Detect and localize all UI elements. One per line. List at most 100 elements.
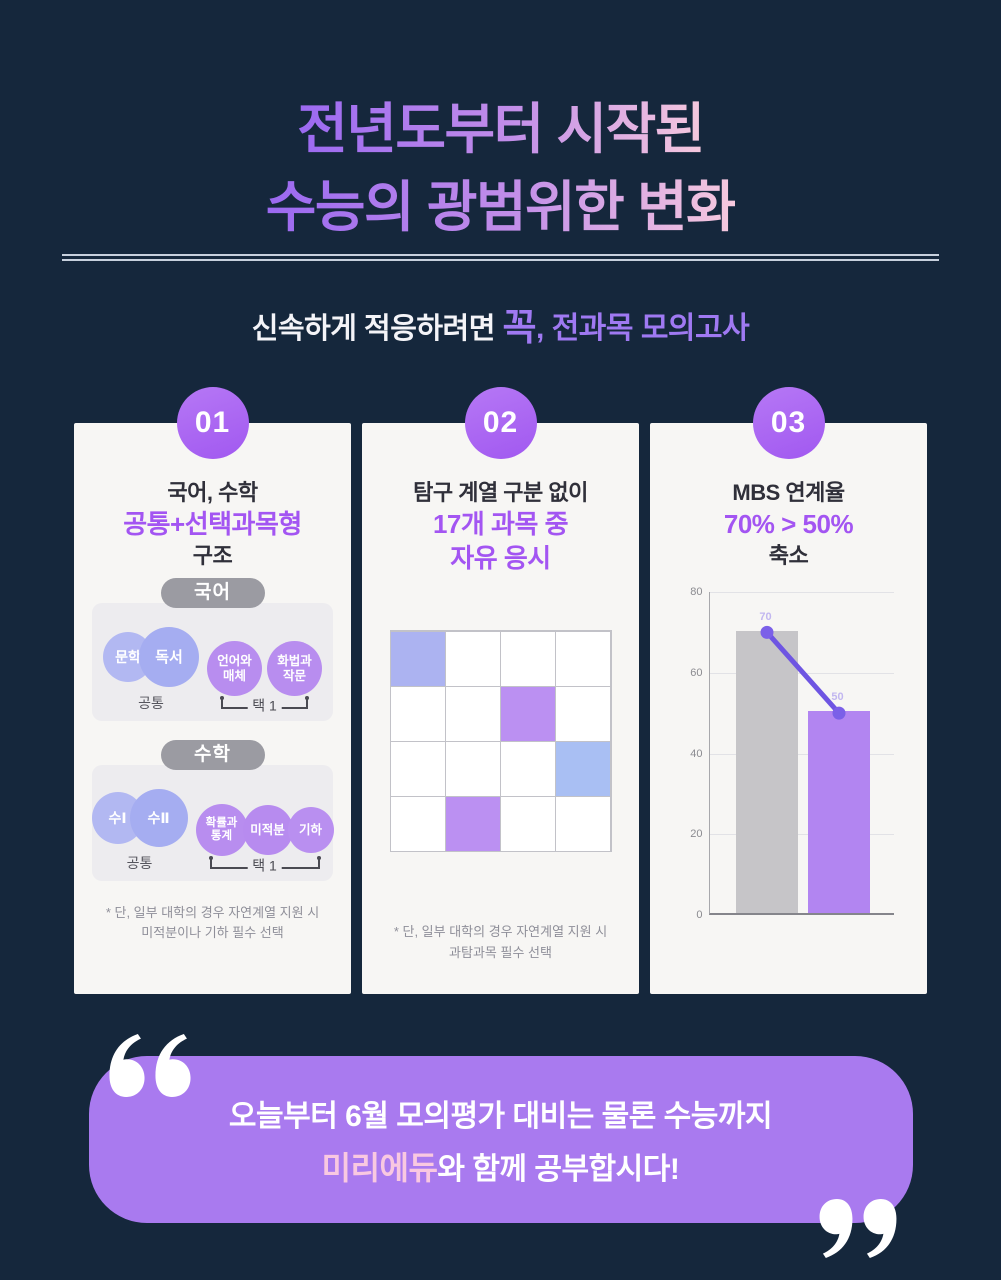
circles: 수Ⅰ 수Ⅱ <box>91 789 188 848</box>
data-label: 50 <box>831 691 844 704</box>
card2-title-top: 탐구 계열 구분 없이 <box>413 480 588 506</box>
circle-label: 기하 <box>298 822 322 837</box>
header: 전년도부터 시작된 수능의 광범위한 변화 신속하게 적응하려면 꼭, 전과목 모… <box>0 0 1001 351</box>
chart-plot <box>708 592 894 916</box>
circles: 언어와 매체 화법과 작문 <box>207 641 322 697</box>
grid-cell <box>390 630 446 687</box>
chart-gridline <box>709 592 894 594</box>
circle-label: 문학 <box>115 649 141 666</box>
choice-bracket: 택 1 <box>208 855 321 876</box>
choice-label: 택 1 <box>247 855 282 876</box>
card-subject-structure: 01 국어, 수학 공통+선택과목형 구조 국어 문학 독서 공통 언어와 매체 화법과 작문… <box>74 387 351 995</box>
subject-circle: 수Ⅱ <box>129 789 188 848</box>
open-quote-icon <box>107 1034 193 1098</box>
page-title: 전년도부터 시작된 수능의 광범위한 변화 <box>0 90 1001 246</box>
group-choice: 언어와 매체 화법과 작문 택 1 <box>207 641 322 716</box>
card2-footnote-line2: 과탐과목 필수 선택 <box>449 944 552 960</box>
card3-title-top: MBS 연계율 <box>732 480 845 506</box>
brand-name: 미리에듀 <box>321 1149 438 1186</box>
grid-cell <box>445 685 501 742</box>
subject-circle: 확률과 통계 <box>195 804 248 857</box>
card-mbs-chart: 03 MBS 연계율 70% > 50% 축소 0 20 40 60 80 70 50 <box>650 387 927 995</box>
banner-line1: 오늘부터 6월 모의평가 대비는 물론 수능까지 <box>228 1099 773 1133</box>
card1-title-bottom: 구조 <box>192 542 233 568</box>
y-axis-tick: 80 <box>690 586 703 599</box>
close-quote-icon <box>817 1198 899 1259</box>
grid-cell <box>500 740 556 797</box>
grid-cell <box>445 795 501 852</box>
subject-section-수학: 수학 수Ⅰ 수Ⅱ 공통 확률과 통계 미적분 기하 택 1 <box>91 740 334 882</box>
chart-bar <box>807 711 870 914</box>
badge-01: 01 <box>176 387 249 460</box>
card1-footnote-line1: * 단, 일부 대학의 경우 자연계열 지원 시 <box>105 905 320 921</box>
circle-label: 통계 <box>210 830 233 843</box>
data-label: 70 <box>759 610 772 623</box>
grid-cell <box>555 685 611 742</box>
y-axis-tick: 60 <box>690 666 703 679</box>
subtitle: 신속하게 적응하려면 꼭, 전과목 모의고사 <box>0 297 1001 351</box>
banner-body: 오늘부터 6월 모의평가 대비는 물론 수능까지 미리에듀와 함께 공부합시다! <box>88 1056 913 1224</box>
subject-sections: 국어 문학 독서 공통 언어와 매체 화법과 작문 택 1 수학 수Ⅰ 수Ⅱ 공통 확률과 통계 미적분 기하 택… <box>74 578 351 882</box>
card2-title-emphasis2: 자유 응시 <box>450 542 551 573</box>
chart-gridline <box>709 753 894 755</box>
card2-footnote-line1: * 단, 일부 대학의 경우 자연계열 지원 시 <box>393 924 608 940</box>
card-free-choice: 02 탐구 계열 구분 없이 17개 과목 중 자유 응시 * 단, 일부 대학… <box>362 387 639 995</box>
card3-title-emphasis: 70% > 50% <box>723 508 854 539</box>
chart-line-overlay <box>760 626 845 720</box>
card1-footnote-line2: 미적분이나 기하 필수 선택 <box>141 925 284 941</box>
banner: 오늘부터 6월 모의평가 대비는 물론 수능까지 미리에듀와 함께 공부합시다! <box>88 1034 913 1259</box>
grid-cell <box>555 630 611 687</box>
choice-label: 택 1 <box>247 695 282 716</box>
circles: 문학 독서 <box>103 627 199 688</box>
grid-cell <box>390 740 446 797</box>
grid-cell <box>445 740 501 797</box>
chart-bar <box>735 630 798 914</box>
badge-03: 03 <box>752 387 825 460</box>
banner-line2-rest: 와 함께 공부합시다! <box>437 1152 680 1186</box>
subtitle-prefix: 신속하게 적응하려면 <box>251 313 503 346</box>
badge-02: 02 <box>464 387 537 460</box>
subject-pill: 수학 <box>160 740 265 771</box>
grid-cell <box>555 740 611 797</box>
divider <box>62 254 939 262</box>
circle-label: 수Ⅰ <box>108 810 127 827</box>
circle-label: 언어와 <box>217 654 252 669</box>
y-axis-tick: 20 <box>690 828 703 841</box>
card3-title: MBS 연계율 70% > 50% 축소 <box>650 479 927 570</box>
common-label: 공통 <box>138 695 164 712</box>
group-choice: 확률과 통계 미적분 기하 택 1 <box>195 804 334 876</box>
choice-bracket: 택 1 <box>220 695 309 716</box>
subtitle-suffix: , 전과목 모의고사 <box>536 312 750 346</box>
grid-cell <box>390 685 446 742</box>
subject-panel: 문학 독서 공통 언어와 매체 화법과 작문 택 1 <box>92 603 333 722</box>
grid-cell <box>500 795 556 852</box>
subject-circle: 언어와 매체 <box>207 641 262 697</box>
card1-title: 국어, 수학 공통+선택과목형 구조 <box>74 479 351 570</box>
circle-label: 매체 <box>222 668 246 683</box>
circle-groups: 수Ⅰ 수Ⅱ 공통 확률과 통계 미적분 기하 택 1 <box>91 789 334 876</box>
title-line-1: 전년도부터 시작된 <box>297 90 705 168</box>
subject-circle: 화법과 작문 <box>267 641 322 697</box>
card2-title: 탐구 계열 구분 없이 17개 과목 중 자유 응시 <box>362 479 639 575</box>
card2-title-emphasis: 17개 과목 중 <box>432 508 569 539</box>
title-line-2: 수능의 광범위한 변화 <box>266 168 737 246</box>
common-label: 공통 <box>126 855 153 872</box>
mbs-bar-chart: 0 20 40 60 80 70 50 <box>673 580 905 922</box>
banner-line2: 미리에듀와 함께 공부합시다! <box>89 1143 913 1189</box>
circle-label: 독서 <box>155 648 183 666</box>
subject-panel: 수Ⅰ 수Ⅱ 공통 확률과 통계 미적분 기하 택 1 <box>91 765 334 882</box>
y-axis-tick: 0 <box>696 909 703 922</box>
circle-label: 작문 <box>282 668 306 683</box>
grid-cell <box>500 630 556 687</box>
group-common: 수Ⅰ 수Ⅱ 공통 <box>91 789 188 872</box>
cards-row: 01 국어, 수학 공통+선택과목형 구조 국어 문학 독서 공통 언어와 매체 화법과 작문… <box>0 387 1001 995</box>
card3-title-bottom: 축소 <box>768 542 809 568</box>
subject-circle: 기하 <box>287 807 334 854</box>
subject-circle: 독서 <box>139 627 199 688</box>
card1-title-emphasis: 공통+선택과목형 <box>123 508 302 539</box>
subject-pill: 국어 <box>160 578 265 609</box>
grid-cell <box>390 795 446 852</box>
